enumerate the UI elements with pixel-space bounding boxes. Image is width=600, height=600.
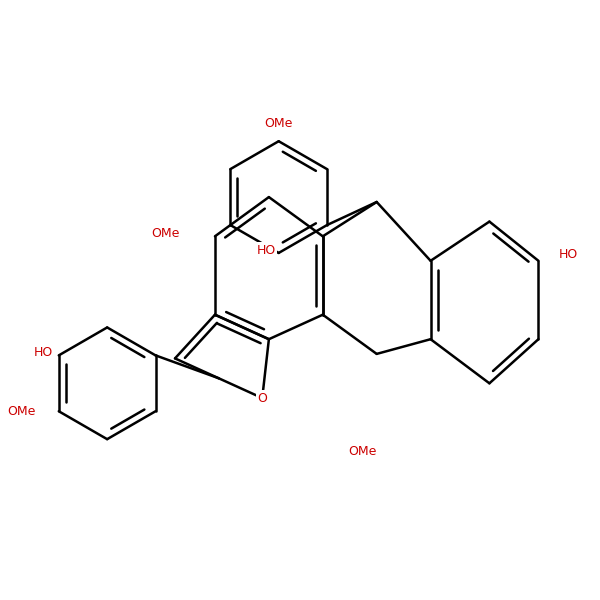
Text: HO: HO <box>559 248 578 262</box>
Text: HO: HO <box>256 244 276 257</box>
Text: OMe: OMe <box>265 117 293 130</box>
Text: HO: HO <box>34 346 53 359</box>
Text: O: O <box>257 392 267 404</box>
Text: OMe: OMe <box>348 445 376 458</box>
Text: OMe: OMe <box>151 227 179 240</box>
Text: OMe: OMe <box>7 405 35 418</box>
